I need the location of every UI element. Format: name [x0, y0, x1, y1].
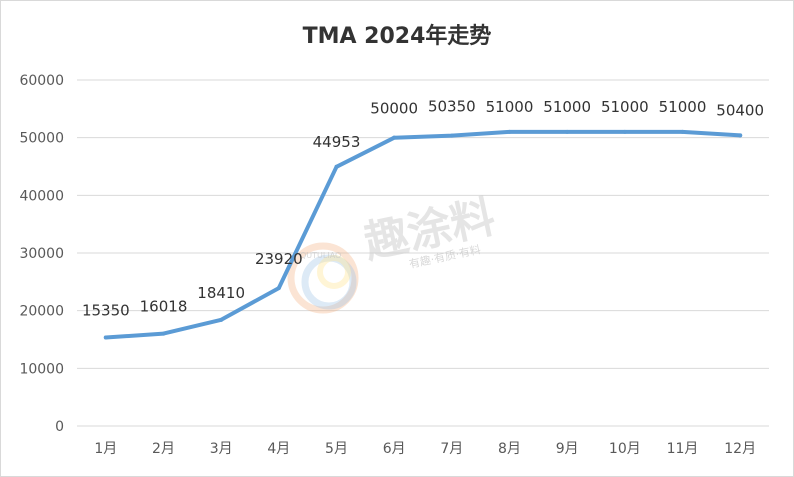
data-point — [161, 331, 166, 336]
data-point — [334, 164, 339, 169]
y-tick-label: 10000 — [19, 361, 64, 377]
y-tick-label: 50000 — [19, 131, 64, 147]
data-point — [565, 129, 570, 134]
data-point — [738, 133, 743, 138]
data-label: 51000 — [601, 98, 649, 116]
watermark: QUTULIAO 趣涂料 有趣·有质·有料 — [287, 191, 499, 314]
x-tick-label: 5月 — [325, 441, 348, 457]
series-line — [103, 129, 743, 340]
data-point — [449, 133, 454, 138]
data-point — [680, 129, 685, 134]
x-tick-label: 6月 — [383, 441, 406, 457]
x-tick-label: 8月 — [498, 441, 521, 457]
chart-title: TMA 2024年走势 — [302, 24, 492, 49]
x-tick-label: 9月 — [556, 441, 579, 457]
data-label: 23920 — [255, 250, 303, 268]
data-point — [219, 317, 224, 322]
data-label: 51000 — [659, 98, 707, 116]
x-tick-label: 3月 — [210, 441, 233, 457]
x-tick-label: 10月 — [609, 441, 641, 457]
data-label: 15350 — [82, 301, 130, 319]
data-label: 16018 — [140, 298, 188, 316]
x-tick-label: 2月 — [152, 441, 175, 457]
x-tick-label: 12月 — [724, 441, 756, 457]
series-layer — [103, 129, 743, 340]
data-point — [276, 286, 281, 291]
data-label: 44953 — [313, 133, 361, 151]
x-tick-label: 11月 — [667, 441, 699, 457]
watermark-logo-text: QUTULIAO — [300, 251, 341, 260]
data-label: 50350 — [428, 98, 476, 116]
data-point — [622, 129, 627, 134]
y-tick-label: 40000 — [19, 188, 64, 204]
y-tick-label: 20000 — [19, 304, 64, 320]
data-label: 50000 — [370, 100, 418, 118]
y-tick-label: 0 — [55, 419, 64, 435]
y-tick-label: 60000 — [19, 73, 64, 89]
data-point — [103, 335, 108, 340]
x-tick-label: 1月 — [94, 441, 117, 457]
data-point — [507, 129, 512, 134]
y-tick-label: 30000 — [19, 246, 64, 262]
data-label: 51000 — [486, 98, 534, 116]
data-label: 50400 — [716, 101, 764, 119]
data-label: 18410 — [197, 284, 245, 302]
data-label: 51000 — [543, 98, 591, 116]
axes: 0 10000 20000 30000 40000 50000 60000 1月 2月 3月 4月 5… — [19, 73, 756, 457]
watermark-logo-icon: QUTULIAO — [287, 242, 359, 314]
x-tick-label: 4月 — [267, 441, 290, 457]
x-tick-label: 7月 — [440, 441, 463, 457]
data-labels: 15350 16018 18410 23920 44953 50000 50350 51000… — [82, 98, 764, 320]
data-point — [392, 135, 397, 140]
